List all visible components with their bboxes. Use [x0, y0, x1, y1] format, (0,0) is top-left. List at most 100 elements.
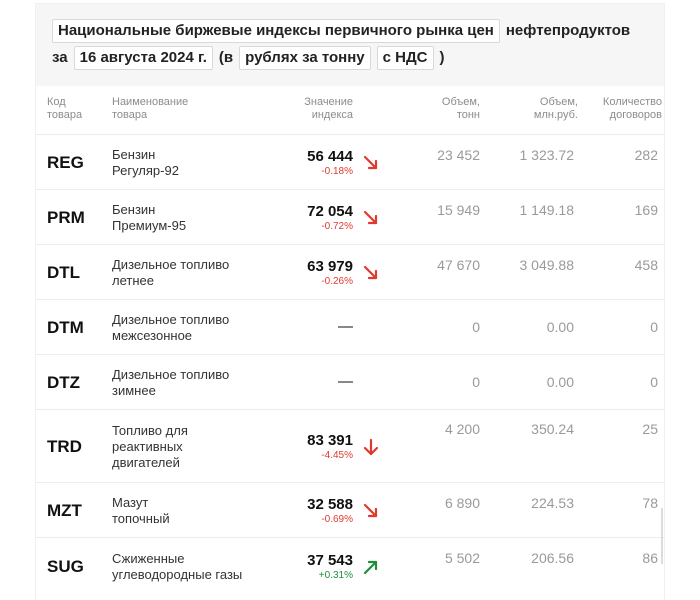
volume-million-rub: 0.00 — [546, 373, 574, 390]
col-header-index-l2: индекса — [311, 109, 353, 121]
col-header-code-l1: Код — [47, 96, 66, 108]
table-row[interactable]: DTZ Дизельное топливо зимнее — 0 0.00 0 — [36, 354, 664, 410]
volume-million-rub: 1 149.18 — [519, 202, 575, 218]
volume-million-rub: 206.56 — [531, 550, 574, 566]
table-row[interactable]: DTL Дизельное топливо летнее 63 979 -0.26% 47… — [36, 244, 664, 300]
volume-million-rub: 3 049.88 — [519, 257, 575, 273]
product-name-line: Премиум-95 — [112, 217, 187, 233]
product-name-line: Сжиженные — [112, 551, 185, 566]
volume-tonnes: 4 200 — [444, 421, 480, 437]
product-code: PRM — [47, 207, 85, 227]
contracts-count: 0 — [650, 318, 658, 335]
product-name-line: Регуляр-92 — [112, 162, 179, 178]
volume-million-rub: 0.00 — [546, 318, 574, 335]
volume-tonnes: 23 452 — [437, 147, 480, 163]
date-selector[interactable]: 16 августа 2024 г. — [73, 46, 213, 70]
index-value: 32 588 — [307, 495, 353, 513]
product-code: MZT — [47, 500, 82, 520]
contracts-count: 0 — [650, 373, 658, 390]
index-change: -0.69% — [321, 513, 353, 525]
volume-tonnes: 5 502 — [444, 550, 480, 566]
product-name-line: Топливо для — [112, 422, 188, 438]
col-header-code-l2: товара — [47, 109, 83, 121]
table-row[interactable]: PRM Бензин Премиум-95 72 054 -0.72% 15 949 1 1… — [36, 189, 664, 245]
col-header-name-l1: Наименование — [112, 96, 189, 108]
open-paren: (в — [218, 49, 234, 66]
product-name-line: топочный — [112, 510, 170, 526]
title-pill: Национальные биржевые индексы первичного… — [52, 19, 500, 43]
index-value: 83 391 — [307, 431, 353, 449]
col-header-volume-t-l1: Объем, — [441, 96, 480, 108]
index-change: -0.72% — [321, 220, 353, 232]
product-name: Дизельное топливо зимнее — [112, 367, 262, 399]
contracts-count: 86 — [642, 550, 658, 566]
header-line-1: Национальные биржевые индексы первичного… — [52, 19, 630, 43]
header-line-2: за 16 августа 2024 г. (в рублях за тонну… — [52, 46, 445, 70]
units-selector[interactable]: рублях за тонну — [239, 46, 371, 70]
product-code: DTL — [47, 262, 81, 282]
arrow-down-right-icon — [363, 503, 378, 517]
title-suffix: нефтепродуктов — [505, 22, 631, 39]
product-code: DTZ — [47, 372, 81, 392]
volume-tonnes: 47 670 — [437, 257, 480, 273]
product-name-line: Дизельное топливо — [112, 311, 230, 327]
product-code: DTM — [47, 317, 84, 337]
col-header-name: Наименование товара — [112, 96, 188, 122]
contracts-count: 25 — [642, 421, 658, 437]
table-row[interactable]: REG Бензин Регуляр-92 56 444 -0.18% 23 452 1 3… — [36, 134, 664, 190]
col-header-volume-rub-l2: млн.руб. — [533, 109, 578, 121]
product-name: Мазут топочный — [112, 495, 262, 527]
col-header-code: Код товара — [47, 96, 82, 122]
close-paren: ) — [439, 49, 445, 66]
volume-million-rub: 224.53 — [531, 495, 574, 511]
product-name-line: Дизельное топливо — [112, 256, 230, 272]
product-name: Дизельное топливо летнее — [112, 257, 262, 289]
col-header-volume-t-l2: тонн — [456, 109, 480, 121]
index-card — [36, 4, 664, 600]
index-change: +0.31% — [318, 570, 353, 581]
table-row[interactable]: DTM Дизельное топливо межсезонное — 0 0.00 0 — [36, 299, 664, 355]
index-value: — — [338, 372, 353, 390]
table-row[interactable]: TRD Топливо для реактивных двигателей 83 391… — [36, 409, 664, 483]
table-row[interactable]: MZT Мазут топочный 32 588 -0.69% 6 890 224.53 7… — [36, 482, 664, 538]
product-name-line: двигателей — [112, 454, 180, 470]
product-name: Бензин Премиум-95 — [112, 202, 262, 234]
table-row[interactable]: SUG Сжиженные углеводородные газы 37 543 +0.… — [36, 537, 664, 596]
product-code: TRD — [47, 436, 82, 456]
col-header-name-l2: товара — [112, 109, 148, 121]
volume-million-rub: 350.24 — [531, 421, 574, 437]
index-change: -0.18% — [321, 165, 353, 177]
volume-tonnes: 0 — [472, 318, 480, 335]
product-name: Топливо для реактивных двигателей — [112, 423, 262, 471]
product-name-line: межсезонное — [112, 327, 193, 343]
product-name-line: летнее — [112, 272, 154, 288]
product-name-line: Бензин — [112, 146, 156, 162]
col-header-index: Значение индекса — [300, 96, 353, 122]
index-value: — — [338, 317, 353, 335]
product-name-line: углеводородные газы — [112, 567, 243, 582]
volume-million-rub: 1 323.72 — [519, 147, 575, 163]
product-name-line: Мазут — [112, 494, 149, 510]
product-name-line: Дизельное топливо — [112, 366, 230, 382]
scrollbar[interactable] — [661, 508, 663, 564]
index-value: 63 979 — [307, 257, 353, 275]
index-change: -4.45% — [321, 449, 353, 461]
col-header-volume-rub: Объем, млн.руб. — [510, 96, 578, 122]
col-header-contracts-l2: договоров — [609, 109, 662, 121]
col-header-contracts: Количество договоров — [594, 96, 662, 122]
product-name: Бензин Регуляр-92 — [112, 147, 262, 179]
arrow-down-right-icon — [363, 155, 378, 169]
vat-selector[interactable]: с НДС — [376, 46, 434, 70]
col-header-volume-t: Объем, тонн — [420, 96, 480, 122]
index-change: -0.26% — [321, 275, 353, 287]
contracts-count: 169 — [634, 202, 658, 218]
index-value: 56 444 — [307, 147, 353, 165]
arrow-up-right-icon — [363, 560, 378, 575]
index-value: 37 543 — [307, 552, 353, 569]
volume-tonnes: 6 890 — [444, 495, 480, 511]
product-name-line: зимнее — [112, 382, 156, 398]
contracts-count: 458 — [634, 257, 658, 273]
arrow-down-right-icon — [363, 265, 378, 279]
arrow-down-right-icon — [363, 210, 378, 224]
volume-tonnes: 15 949 — [437, 202, 480, 218]
